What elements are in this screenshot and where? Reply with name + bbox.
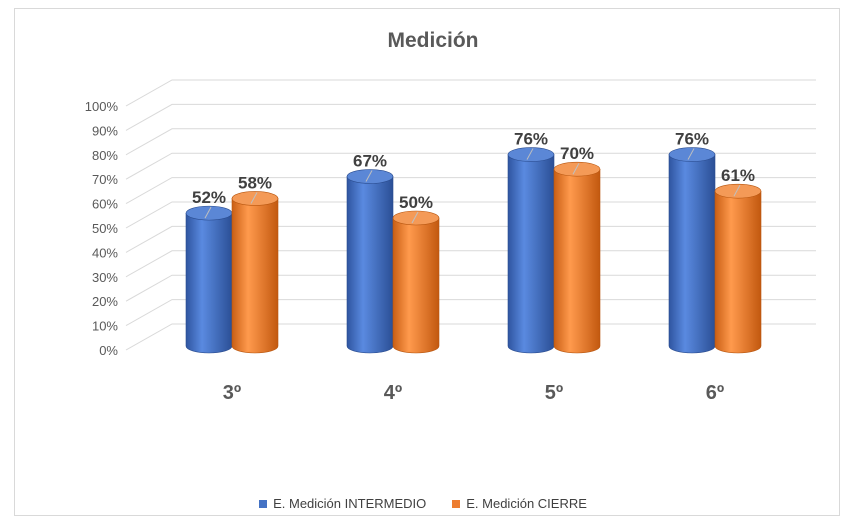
y-tick-label: 30%: [92, 270, 118, 285]
grid-lines: [125, 79, 816, 351]
category-labels: 3º 4º 5º 6º: [223, 382, 724, 404]
grid-line: [125, 299, 816, 327]
bar-intermedio-1: [346, 176, 394, 354]
grid-line: [125, 250, 816, 278]
bars: [185, 147, 762, 354]
bar-cierre-2: [553, 168, 601, 354]
y-tick-label: 10%: [92, 319, 118, 334]
label-leader-line: [733, 184, 741, 197]
grid-line: [125, 323, 816, 351]
bar-top: [714, 183, 762, 199]
data-label: 67%: [353, 152, 387, 171]
bar-top: [231, 191, 279, 206]
bar-top: [185, 205, 233, 221]
bar-top: [668, 147, 716, 162]
grid-line: [125, 177, 816, 205]
bar-intermedio-3: [668, 154, 716, 354]
y-axis-ticks: 0% 10% 20% 30% 40% 50% 60% 70% 80% 90% 100%: [85, 99, 119, 358]
y-tick-label: 20%: [92, 294, 118, 309]
label-leader-line: [365, 170, 373, 182]
category-label: 6º: [706, 382, 724, 404]
data-label: 76%: [514, 130, 548, 149]
category-label: 5º: [545, 382, 563, 404]
y-tick-label: 50%: [92, 221, 118, 236]
bar-top: [392, 210, 440, 226]
bar-top: [507, 147, 555, 162]
grid-line: [125, 201, 816, 229]
bar-top: [346, 169, 394, 184]
label-leader-line: [250, 192, 258, 204]
grid-line: [125, 225, 816, 253]
legend-item-intermedio: E. Medición INTERMEDIO: [259, 496, 426, 511]
label-leader-line: [526, 148, 534, 160]
legend-label-cierre: E. Medición CIERRE: [466, 496, 587, 511]
label-leader-line: [687, 148, 695, 160]
grid-line: [125, 103, 816, 131]
legend-item-cierre: E. Medición CIERRE: [452, 496, 587, 511]
y-tick-label: 70%: [92, 172, 118, 187]
legend: E. Medición INTERMEDIO E. Medición CIERR…: [0, 496, 846, 511]
grid-line: [125, 274, 816, 302]
data-label: 70%: [560, 144, 594, 163]
label-leader-line: [411, 211, 419, 224]
category-label: 4º: [384, 382, 402, 404]
bar-intermedio-2: [507, 154, 555, 354]
y-tick-label: 60%: [92, 197, 118, 212]
data-label: 50%: [399, 193, 433, 212]
y-tick-label: 40%: [92, 245, 118, 260]
bar-cierre-1: [392, 217, 440, 354]
data-label: 58%: [238, 173, 272, 192]
legend-label-intermedio: E. Medición INTERMEDIO: [273, 496, 427, 511]
bar-intermedio-0: [185, 212, 233, 354]
legend-swatch-intermedio: [259, 499, 268, 508]
bar-cierre-3: [714, 190, 762, 354]
chart-title: Medición: [387, 29, 478, 52]
category-label: 3º: [223, 382, 241, 404]
y-tick-label: 90%: [92, 123, 118, 138]
y-tick-label: 80%: [92, 148, 118, 163]
grid-line: [125, 152, 816, 180]
data-label: 61%: [721, 166, 755, 185]
legend-swatch-cierre: [452, 499, 461, 508]
data-label: 76%: [675, 130, 709, 149]
data-labels: 52% 58% 67% 50% 76% 70% 76% 61%: [192, 130, 755, 224]
label-leader-line: [204, 206, 212, 219]
bar-cierre-0: [231, 198, 279, 354]
data-label: 52%: [192, 188, 226, 207]
label-leader-line: [572, 162, 580, 175]
grid-line: [125, 128, 816, 156]
y-tick-label: 100%: [85, 99, 119, 114]
bar-top: [553, 161, 601, 177]
grid-line: [125, 79, 816, 107]
y-tick-label: 0%: [99, 343, 118, 358]
